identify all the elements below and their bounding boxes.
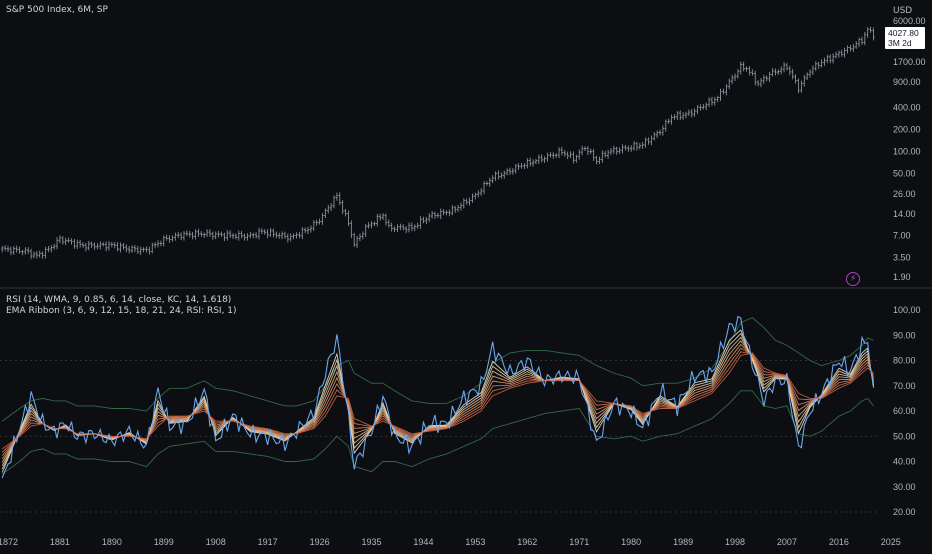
bar-countdown: 3M 2d bbox=[888, 38, 912, 48]
time-tick-label: 1917 bbox=[258, 537, 278, 547]
time-tick-label: 1953 bbox=[465, 537, 485, 547]
rsi-tick-label: 70.00 bbox=[893, 381, 916, 391]
rsi-indicator-legend[interactable]: RSI (14, WMA, 9, 0.85, 6, 14, close, KC,… bbox=[6, 295, 232, 305]
time-tick-label: 2007 bbox=[777, 537, 797, 547]
time-tick-label: 1881 bbox=[50, 537, 70, 547]
price-axis[interactable]: 6000.00 1700.00 900.00 400.00 200.00 100.00 50… bbox=[893, 16, 926, 282]
rsi-axis[interactable]: 100.00 90.00 80.00 70.00 60.00 50.00 40.00 30.0… bbox=[893, 305, 921, 517]
ema-ribbon-legend[interactable]: EMA Ribbon (3, 6, 9, 12, 15, 18, 21, 24,… bbox=[6, 306, 237, 316]
time-tick-label: 1908 bbox=[206, 537, 226, 547]
last-price-tag: 4027.80 3M 2d bbox=[885, 27, 925, 49]
time-tick-label: 1890 bbox=[102, 537, 122, 547]
time-tick-label: 1962 bbox=[517, 537, 537, 547]
price-tick-label: 6000.00 bbox=[893, 16, 926, 26]
price-tick-label: 26.00 bbox=[893, 189, 916, 199]
rsi-tick-label: 100.00 bbox=[893, 305, 921, 315]
keltner-upper-line bbox=[1, 317, 874, 422]
time-tick-label: 1872 bbox=[0, 537, 18, 547]
time-tick-label: 1989 bbox=[673, 537, 693, 547]
price-pane[interactable] bbox=[1, 26, 875, 260]
time-tick-label: 2016 bbox=[829, 537, 849, 547]
time-tick-label: 2025 bbox=[881, 537, 901, 547]
currency-label: USD bbox=[893, 6, 913, 16]
rsi-tick-label: 20.00 bbox=[893, 507, 916, 517]
last-price-value: 4027.80 bbox=[888, 28, 919, 38]
price-tick-label: 1700.00 bbox=[893, 57, 926, 67]
rsi-line bbox=[1, 315, 875, 479]
time-axis[interactable]: 1872 1881 1890 1899 1908 1917 1926 1935 1944 1953… bbox=[0, 537, 901, 547]
rsi-tick-label: 90.00 bbox=[893, 330, 916, 340]
rsi-tick-label: 60.00 bbox=[893, 406, 916, 416]
time-tick-label: 1935 bbox=[361, 537, 381, 547]
price-tick-label: 400.00 bbox=[893, 103, 921, 113]
rsi-pane[interactable] bbox=[0, 315, 878, 513]
rsi-tick-label: 80.00 bbox=[893, 356, 916, 366]
price-tick-label: 900.00 bbox=[893, 77, 921, 87]
time-tick-label: 1926 bbox=[310, 537, 330, 547]
time-tick-label: 1944 bbox=[413, 537, 433, 547]
price-tick-label: 100.00 bbox=[893, 147, 921, 157]
rsi-tick-label: 40.00 bbox=[893, 457, 916, 467]
price-tick-label: 200.00 bbox=[893, 125, 921, 135]
price-tick-label: 14.00 bbox=[893, 209, 916, 219]
rsi-tick-label: 30.00 bbox=[893, 482, 916, 492]
candle-group bbox=[1, 26, 875, 260]
lightning-bolt-icon[interactable]: ⚡ bbox=[846, 272, 860, 286]
time-tick-label: 1998 bbox=[725, 537, 745, 547]
price-tick-label: 7.00 bbox=[893, 231, 911, 241]
price-tick-label: 50.00 bbox=[893, 169, 916, 179]
rsi-tick-label: 50.00 bbox=[893, 431, 916, 441]
symbol-title[interactable]: S&P 500 Index, 6M, SP bbox=[6, 5, 108, 15]
time-tick-label: 1980 bbox=[621, 537, 641, 547]
time-tick-label: 1971 bbox=[569, 537, 589, 547]
pane-divider[interactable] bbox=[0, 287, 932, 289]
keltner-lower-line bbox=[1, 390, 874, 475]
price-tick-label: 1.90 bbox=[893, 272, 911, 282]
time-tick-label: 1899 bbox=[154, 537, 174, 547]
price-tick-label: 3.50 bbox=[893, 253, 911, 263]
